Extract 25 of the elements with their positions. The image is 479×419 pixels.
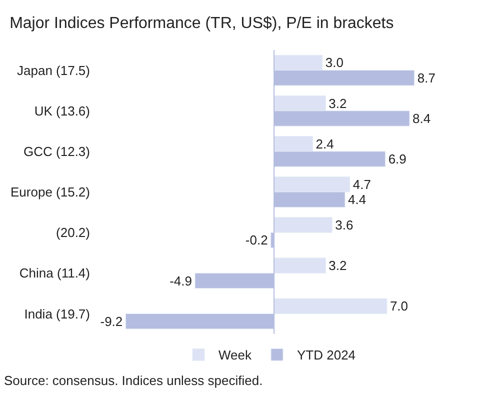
y-tick-label: UK (13.6) [34, 103, 90, 118]
data-label: -4.9 [170, 273, 192, 288]
data-label: 3.2 [328, 96, 347, 111]
y-tick-label: China (11.4) [19, 266, 90, 281]
source-note: Source: consensus. Indices unless specified. [4, 373, 263, 388]
data-label: 3.2 [328, 258, 347, 274]
data-label: 4.4 [348, 192, 366, 208]
y-tick-label: India (19.7) [24, 306, 90, 322]
y-tick-label: Europe (15.2) [10, 184, 90, 200]
data-label: 3.0 [325, 55, 344, 70]
y-tick-label: (20.2) [56, 225, 90, 240]
data-label: 7.0 [390, 298, 408, 314]
legend-label: Week [218, 348, 252, 363]
chart-title: Major Indices Performance (TR, US$), P/E in brackets [10, 14, 394, 32]
y-tick-label: Japan (17.5) [17, 62, 90, 78]
data-label: 2.4 [316, 136, 334, 152]
data-label: 3.6 [335, 217, 354, 232]
data-label: -0.2 [245, 232, 268, 248]
data-label: 6.9 [388, 152, 406, 167]
data-label: 8.7 [417, 70, 436, 86]
legend-label: YTD 2024 [296, 348, 356, 363]
data-label: 4.7 [352, 176, 371, 192]
y-tick-label: GCC (12.3) [24, 144, 90, 159]
data-label: -9.2 [100, 314, 123, 329]
data-label: 8.4 [412, 110, 431, 126]
